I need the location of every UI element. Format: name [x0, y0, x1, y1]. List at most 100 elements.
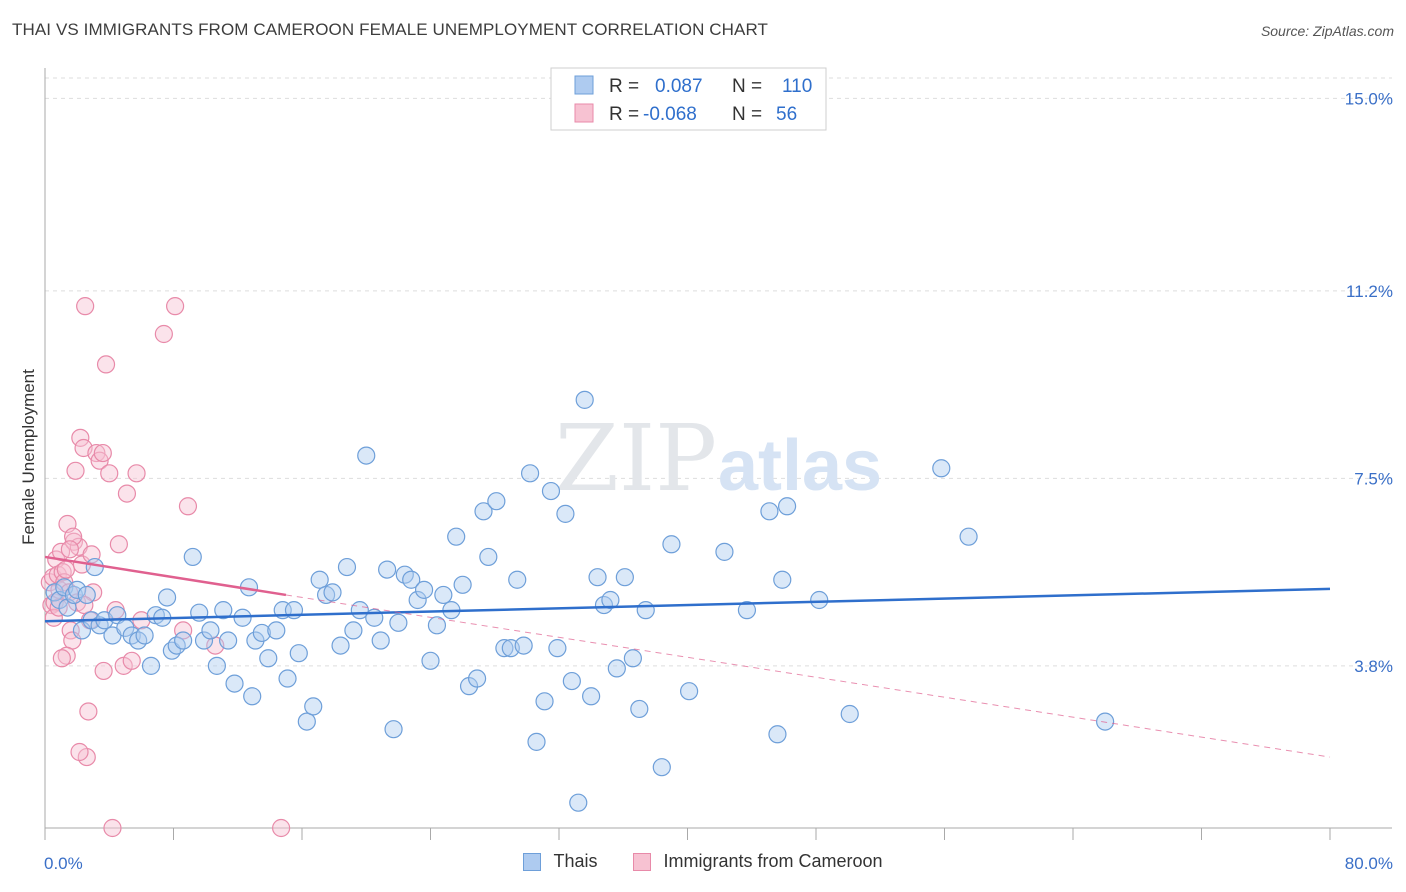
thais-point-101 [773, 570, 792, 589]
thais-point-35 [246, 631, 265, 650]
legend-n-value-2: 56 [776, 104, 797, 125]
thais-point-78 [527, 732, 546, 751]
thais-point-30 [214, 601, 233, 620]
thais-point-37 [259, 649, 278, 668]
thais-point-28 [201, 621, 220, 640]
thais-point-109 [243, 687, 262, 706]
thais-point-17 [135, 626, 154, 645]
thais-point-50 [344, 621, 363, 640]
thais-point-104 [810, 590, 829, 610]
watermark: ZIP atlas [555, 405, 882, 512]
thais-point-86 [582, 687, 601, 706]
thais-point-76 [514, 636, 533, 655]
legend-r-value-2: -0.068 [643, 104, 697, 125]
correlation-legend: R = 0.087 N = 110 R = -0.068 N = 56 [550, 67, 827, 131]
cameroon-point-19 [71, 428, 90, 447]
thais-point-38 [267, 621, 286, 640]
thais-point-102 [768, 725, 787, 744]
thais-point-73 [495, 639, 514, 658]
thais-point-47 [323, 583, 342, 602]
legend-swatch-cameroon [574, 103, 594, 123]
thais-point-5 [68, 580, 87, 599]
thais-point-48 [331, 636, 350, 655]
thais-point-107 [932, 459, 951, 478]
source-credit: Source: ZipAtlas.com [1260, 23, 1394, 39]
series-cameroon-points [40, 297, 291, 838]
cameroon-point-22 [76, 297, 95, 316]
thais-point-32 [225, 674, 244, 693]
bottom-legend-cameroon: Immigrants from Cameroon [633, 851, 883, 872]
legend-n-value-1: 110 [782, 76, 812, 97]
y-tick-label-3: 3.8% [1354, 657, 1393, 676]
legend-r-label-2: R = [609, 104, 639, 125]
cameroon-point-34 [109, 535, 128, 554]
thais-point-36 [252, 623, 271, 643]
bottom-legend-thais: Thais [523, 851, 597, 872]
thais-point-63 [427, 616, 447, 635]
thais-point-93 [630, 699, 649, 719]
cameroon-point-43 [178, 497, 198, 516]
cameroon-point-10 [56, 560, 75, 579]
thais-point-25 [183, 547, 202, 567]
thais-point-87 [588, 568, 607, 587]
thais-point-42 [289, 644, 308, 663]
thais-point-94 [636, 601, 655, 620]
thais-point-81 [548, 639, 567, 658]
trend-line-cameroon-extension [285, 594, 1331, 758]
x-tick-label-0: 0.0% [44, 854, 83, 873]
thais-point-4 [64, 585, 84, 605]
grid-lines [45, 77, 1392, 667]
thais-point-69 [467, 669, 487, 688]
thais-point-84 [569, 793, 588, 812]
thais-point-89 [601, 590, 620, 610]
cameroon-point-40 [154, 324, 173, 344]
trend-line-thais [44, 587, 1331, 623]
thais-point-24 [174, 631, 193, 650]
thais-point-72 [487, 492, 506, 511]
thais-point-56 [384, 720, 403, 739]
thais-point-80 [541, 481, 561, 501]
thais-point-59 [402, 570, 421, 589]
thais-point-91 [615, 568, 634, 587]
thais-point-90 [607, 659, 626, 678]
thais-point-44 [304, 697, 323, 716]
thais-point-85 [575, 390, 594, 409]
thais-point-83 [562, 671, 581, 691]
thais-point-105 [840, 704, 859, 724]
tick-labels: 15.0% 11.2% 7.5% 3.8% 0.0% 80.0% [44, 89, 1393, 873]
thais-point-77 [520, 464, 540, 483]
axes [44, 68, 1392, 840]
thais-point-45 [310, 570, 329, 589]
trend-line-cameroon [44, 555, 287, 597]
thais-point-9 [85, 557, 104, 577]
legend-n-label-1: N = [732, 76, 762, 97]
legend-r-label-1: R = [609, 76, 639, 97]
thais-point-71 [479, 547, 498, 567]
cameroon-point-24 [79, 702, 98, 721]
legend-r-value-1: 0.087 [655, 76, 703, 97]
thais-point-43 [297, 712, 316, 731]
thais-point-52 [357, 446, 376, 465]
cameroon-point-29 [93, 443, 112, 463]
watermark-atlas: atlas [718, 426, 882, 506]
thais-point-82 [556, 504, 575, 523]
thais-point-108 [1096, 712, 1115, 731]
chart-title: THAI VS IMMIGRANTS FROM CAMEROON FEMALE … [12, 20, 769, 39]
thais-point-66 [447, 527, 466, 546]
thais-point-27 [194, 631, 214, 650]
cameroon-point-30 [96, 355, 116, 374]
cameroon-point-32 [103, 818, 122, 838]
cameroon-point-52 [52, 649, 71, 668]
thais-point-75 [508, 570, 527, 589]
thais-point-61 [414, 580, 434, 599]
thais-point-100 [760, 502, 779, 521]
cameroon-point-45 [272, 818, 291, 838]
thais-point-97 [680, 682, 699, 701]
series-thais-points [45, 390, 1115, 812]
thais-point-92 [623, 649, 642, 668]
cameroon-point-31 [100, 464, 119, 483]
thais-point-49 [337, 557, 357, 577]
bottom-swatch-thais [523, 852, 542, 871]
y-tick-label-0: 15.0% [1345, 89, 1393, 108]
